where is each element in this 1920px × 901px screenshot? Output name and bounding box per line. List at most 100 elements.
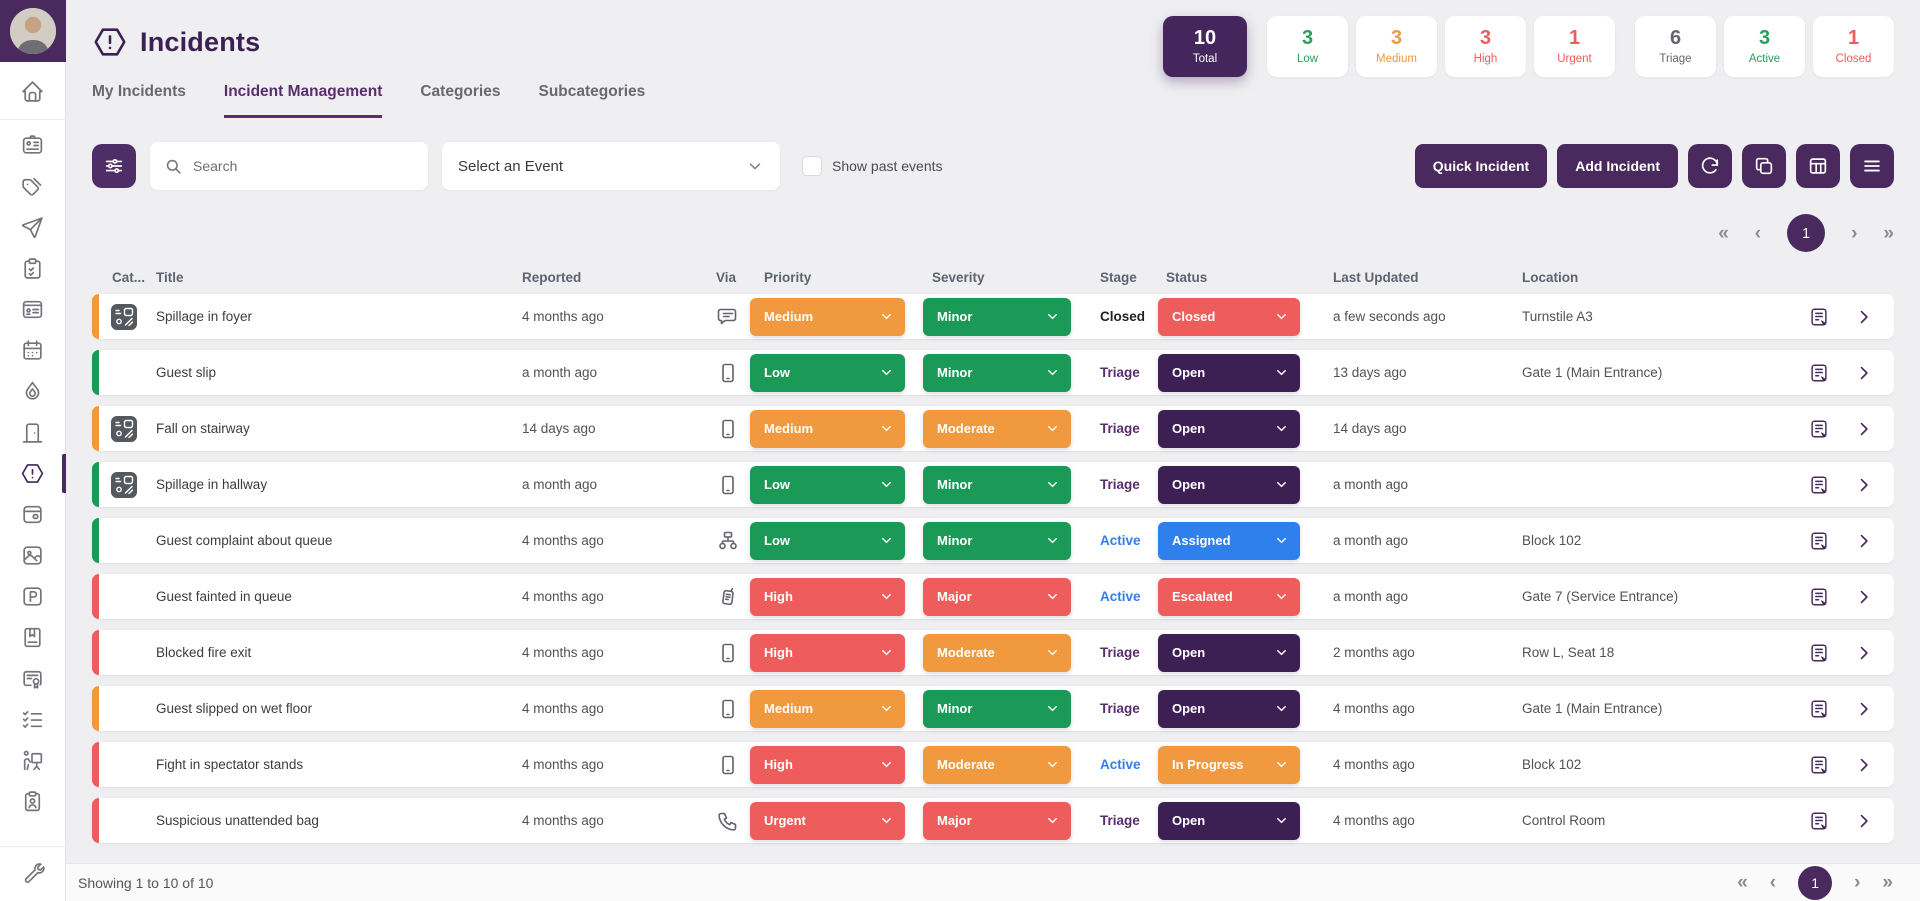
priority-dropdown[interactable]: Medium (750, 409, 905, 448)
column-header-cat[interactable]: Cat... (112, 270, 146, 285)
next-page-button[interactable]: › (1851, 222, 1858, 244)
sidebar-item-book[interactable] (0, 617, 66, 658)
note-button[interactable] (1808, 418, 1830, 440)
column-header-via[interactable]: Via (716, 270, 737, 285)
open-row-button[interactable] (1854, 699, 1874, 719)
sidebar-item-door[interactable] (0, 412, 66, 453)
last-page-button[interactable]: » (1882, 872, 1893, 893)
open-row-button[interactable] (1854, 643, 1874, 663)
table-row[interactable]: Guest slip a month ago Low Minor Triage … (92, 350, 1894, 395)
sidebar-item-incidents[interactable] (0, 453, 66, 494)
current-page[interactable]: 1 (1798, 865, 1833, 900)
stat-card-total[interactable]: 10 Total (1163, 16, 1247, 77)
refresh-button[interactable] (1688, 144, 1732, 188)
table-row[interactable]: Guest fainted in queue 4 months ago High… (92, 574, 1894, 619)
note-button[interactable] (1808, 642, 1830, 664)
priority-dropdown[interactable]: Medium (750, 297, 905, 336)
sidebar-item-id-badge[interactable] (0, 125, 66, 166)
table-row[interactable]: Fall on stairway 14 days ago Medium Mode… (92, 406, 1894, 451)
sidebar-item-certificate[interactable] (0, 658, 66, 699)
search-input[interactable] (193, 158, 414, 174)
note-button[interactable] (1808, 306, 1830, 328)
open-row-button[interactable] (1854, 587, 1874, 607)
column-header-reported[interactable]: Reported (522, 270, 582, 285)
note-button[interactable] (1808, 474, 1830, 496)
column-header-status[interactable]: Status (1166, 270, 1208, 285)
priority-dropdown[interactable]: Medium (750, 689, 905, 728)
first-page-button[interactable]: « (1737, 872, 1748, 893)
sidebar-item-send[interactable] (0, 207, 66, 248)
column-header-priority[interactable]: Priority (764, 270, 812, 285)
priority-dropdown[interactable]: Low (750, 353, 905, 392)
sidebar-item-photo[interactable] (0, 535, 66, 576)
column-header-location[interactable]: Location (1522, 270, 1579, 285)
note-button[interactable] (1808, 530, 1830, 552)
sidebar-item-wrench[interactable] (0, 852, 66, 893)
event-select[interactable]: Select an Event (442, 142, 780, 190)
tab-my-incidents[interactable]: My Incidents (92, 83, 186, 100)
sidebar-item-tags[interactable] (0, 166, 66, 207)
status-dropdown[interactable]: Escalated (1158, 577, 1300, 616)
priority-dropdown[interactable]: High (750, 745, 905, 784)
priority-dropdown[interactable]: Urgent (750, 801, 905, 840)
sidebar-item-clipboard-user[interactable] (0, 781, 66, 822)
note-button[interactable] (1808, 754, 1830, 776)
show-past-events-checkbox[interactable] (802, 156, 822, 176)
tab-subcategories[interactable]: Subcategories (538, 83, 646, 100)
current-page[interactable]: 1 (1787, 214, 1826, 252)
open-row-button[interactable] (1854, 811, 1874, 831)
open-row-button[interactable] (1854, 755, 1874, 775)
status-dropdown[interactable]: In Progress (1158, 745, 1300, 784)
severity-dropdown[interactable]: Moderate (923, 409, 1071, 448)
severity-dropdown[interactable]: Minor (923, 689, 1071, 728)
table-row[interactable]: Suspicious unattended bag 4 months ago U… (92, 798, 1894, 843)
status-dropdown[interactable]: Open (1158, 801, 1300, 840)
status-dropdown[interactable]: Closed (1158, 297, 1300, 336)
stat-card-active[interactable]: 3 Active (1724, 16, 1805, 77)
severity-dropdown[interactable]: Minor (923, 465, 1071, 504)
note-button[interactable] (1808, 810, 1830, 832)
status-dropdown[interactable]: Open (1158, 689, 1300, 728)
status-dropdown[interactable]: Open (1158, 633, 1300, 672)
status-dropdown[interactable]: Open (1158, 353, 1300, 392)
tab-categories[interactable]: Categories (420, 83, 501, 100)
sidebar-item-clipboard-check[interactable] (0, 248, 66, 289)
column-header-title[interactable]: Title (156, 270, 184, 285)
sidebar-item-checklist[interactable] (0, 699, 66, 740)
user-menu[interactable] (0, 0, 66, 62)
column-header-stage[interactable]: Stage (1100, 270, 1137, 285)
severity-dropdown[interactable]: Major (923, 577, 1071, 616)
sidebar-item-wallet[interactable] (0, 494, 66, 535)
status-dropdown[interactable]: Assigned (1158, 521, 1300, 560)
tab-incident-management[interactable]: Incident Management (223, 83, 383, 118)
note-button[interactable] (1808, 586, 1830, 608)
status-dropdown[interactable]: Open (1158, 409, 1300, 448)
note-button[interactable] (1808, 698, 1830, 720)
note-button[interactable] (1808, 362, 1830, 384)
stat-card-closed[interactable]: 1 Closed (1813, 16, 1894, 77)
priority-dropdown[interactable]: High (750, 577, 905, 616)
next-page-button[interactable]: › (1854, 872, 1861, 893)
sidebar-item-calendar[interactable] (0, 330, 66, 371)
table-row[interactable]: Guest slipped on wet floor 4 months ago … (92, 686, 1894, 731)
severity-dropdown[interactable]: Moderate (923, 633, 1071, 672)
open-row-button[interactable] (1854, 475, 1874, 495)
stat-card-high[interactable]: 3 High (1445, 16, 1526, 77)
stat-card-urgent[interactable]: 1 Urgent (1534, 16, 1615, 77)
table-view-button[interactable] (1796, 144, 1840, 188)
priority-dropdown[interactable]: Low (750, 465, 905, 504)
priority-dropdown[interactable]: High (750, 633, 905, 672)
sidebar-item-presentation[interactable] (0, 740, 66, 781)
table-row[interactable]: Blocked fire exit 4 months ago High Mode… (92, 630, 1894, 675)
list-view-button[interactable] (1850, 144, 1894, 188)
stat-card-medium[interactable]: 3 Medium (1356, 16, 1437, 77)
severity-dropdown[interactable]: Minor (923, 521, 1071, 560)
sidebar-item-home[interactable] (0, 68, 66, 114)
last-page-button[interactable]: » (1883, 222, 1894, 244)
sidebar-item-parking[interactable] (0, 576, 66, 617)
prev-page-button[interactable]: ‹ (1754, 222, 1762, 244)
card-view-button[interactable] (1742, 144, 1786, 188)
severity-dropdown[interactable]: Minor (923, 353, 1071, 392)
table-row[interactable]: Guest complaint about queue 4 months ago… (92, 518, 1894, 563)
stat-card-low[interactable]: 3 Low (1267, 16, 1348, 77)
